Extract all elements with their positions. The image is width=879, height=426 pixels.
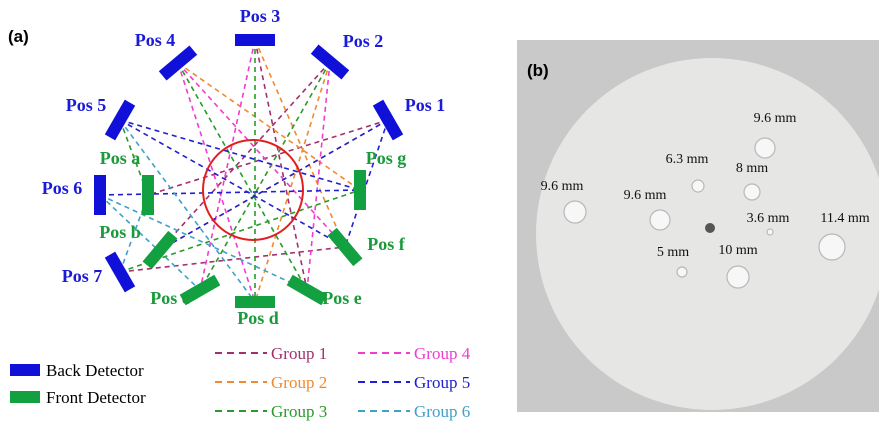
legend-swatch bbox=[10, 364, 40, 376]
detectors: Pos 1 Pos 2 Pos 3 Pos 4 Pos 5 Pos 6 Pos 7 Pos a… bbox=[42, 6, 446, 328]
group-line bbox=[120, 120, 255, 302]
hole-size-label: 9.6 mm bbox=[541, 179, 584, 194]
hole-size-label: 11.4 mm bbox=[820, 211, 869, 226]
detector bbox=[142, 175, 154, 215]
detector bbox=[105, 100, 135, 141]
hole bbox=[692, 180, 704, 192]
hole-size-label: 3.6 mm bbox=[747, 211, 790, 226]
hole-size-label: 6.3 mm bbox=[666, 152, 709, 167]
front-position-label: Pos b bbox=[99, 222, 141, 242]
detector bbox=[328, 228, 363, 266]
front-position-label: Pos g bbox=[366, 148, 407, 168]
front-position-label: Pos d bbox=[237, 308, 279, 328]
hole bbox=[767, 229, 773, 235]
group-line bbox=[200, 40, 255, 290]
back-position-label: Pos 6 bbox=[42, 178, 83, 198]
back-position-label: Pos 5 bbox=[66, 95, 107, 115]
front-position-label: Pos c bbox=[150, 288, 190, 308]
back-position-label: Pos 1 bbox=[405, 95, 446, 115]
hole-size-label: 9.6 mm bbox=[754, 111, 797, 126]
hole bbox=[677, 267, 687, 277]
detector bbox=[235, 296, 275, 308]
group-line bbox=[255, 62, 330, 302]
group-lines bbox=[100, 40, 388, 302]
legend-label: Group 2 bbox=[271, 373, 327, 392]
hole-size-label: 10 mm bbox=[718, 243, 757, 258]
panel-label: (a) bbox=[8, 27, 29, 46]
hole bbox=[727, 266, 749, 288]
detector bbox=[105, 252, 135, 293]
front-position-label: Pos a bbox=[100, 148, 141, 168]
detector bbox=[287, 275, 328, 305]
hole bbox=[650, 210, 670, 230]
legend-label: Front Detector bbox=[46, 388, 146, 407]
hole bbox=[564, 201, 586, 223]
legend-label: Group 5 bbox=[414, 373, 470, 392]
detector bbox=[159, 46, 197, 81]
disc bbox=[536, 58, 879, 410]
panel-label: (b) bbox=[527, 61, 549, 80]
back-position-label: Pos 7 bbox=[62, 266, 103, 286]
back-position-label: Pos 3 bbox=[240, 6, 281, 26]
detector bbox=[373, 100, 403, 141]
legend-label: Group 3 bbox=[271, 402, 327, 421]
target-circle bbox=[203, 140, 303, 240]
back-position-label: Pos 4 bbox=[135, 30, 176, 50]
center-hole bbox=[705, 223, 715, 233]
hole-size-label: 5 mm bbox=[657, 245, 689, 260]
legend-label: Group 6 bbox=[414, 402, 470, 421]
hole-size-label: 9.6 mm bbox=[624, 188, 667, 203]
legend-label: Back Detector bbox=[46, 361, 144, 380]
legend-label: Group 1 bbox=[271, 344, 327, 363]
front-position-label: Pos e bbox=[322, 288, 362, 308]
hole-size-label: 8 mm bbox=[736, 161, 768, 176]
detector bbox=[94, 175, 106, 215]
back-position-label: Pos 2 bbox=[343, 31, 384, 51]
figure: Pos 1 Pos 2 Pos 3 Pos 4 Pos 5 Pos 6 Pos 7 Pos a… bbox=[0, 0, 879, 426]
legend-swatch bbox=[10, 391, 40, 403]
detector bbox=[354, 170, 366, 210]
hole bbox=[744, 184, 760, 200]
hole bbox=[755, 138, 775, 158]
detector bbox=[235, 34, 275, 46]
front-position-label: Pos f bbox=[367, 234, 406, 254]
group-line bbox=[178, 63, 360, 190]
legend-label: Group 4 bbox=[414, 344, 471, 363]
hole bbox=[819, 234, 845, 260]
